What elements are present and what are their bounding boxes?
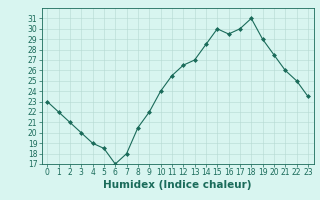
X-axis label: Humidex (Indice chaleur): Humidex (Indice chaleur) [103,180,252,190]
